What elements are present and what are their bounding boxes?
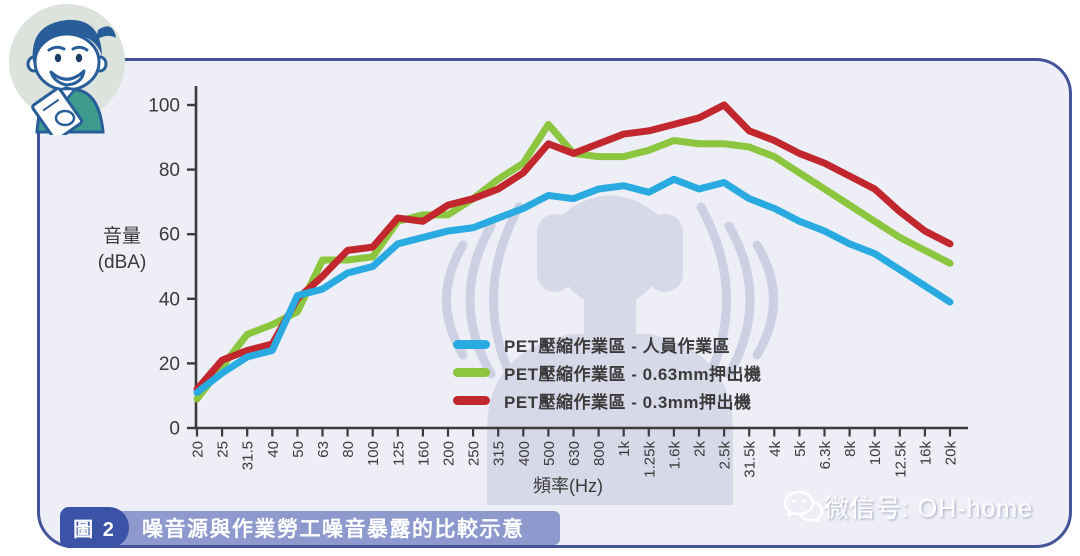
svg-text:40: 40 bbox=[159, 289, 180, 310]
svg-text:80: 80 bbox=[340, 441, 357, 458]
wechat-handle: 微信号: OH-home bbox=[824, 495, 1034, 523]
legend-swatch-green bbox=[453, 367, 490, 377]
chart-series-lines bbox=[193, 101, 954, 403]
legend-item-extruder-063: PET壓縮作業區 - 0.63mm押出機 bbox=[453, 358, 762, 386]
chart-axes: 0 20 40 60 80 100 20 25 31.5 40 50 63 80 100 125 160 200… bbox=[148, 86, 968, 478]
svg-text:6.3k: 6.3k bbox=[817, 441, 834, 470]
svg-text:4k: 4k bbox=[767, 441, 784, 457]
worker-watermark bbox=[442, 195, 778, 505]
svg-text:60: 60 bbox=[159, 225, 180, 246]
svg-text:2.5k: 2.5k bbox=[717, 441, 734, 470]
y-axis-title: 音量 (dBA) bbox=[97, 226, 147, 273]
figure-caption: 噪音源與作業勞工噪音暴露的比較示意 bbox=[142, 518, 525, 541]
mascot-illustration bbox=[9, 4, 125, 135]
caption-bar bbox=[63, 511, 560, 545]
svg-text:5k: 5k bbox=[792, 441, 809, 457]
svg-text:31.5: 31.5 bbox=[240, 441, 257, 470]
svg-text:125: 125 bbox=[390, 441, 407, 466]
svg-text:10k: 10k bbox=[867, 441, 884, 466]
svg-text:31.5k: 31.5k bbox=[742, 441, 759, 478]
chart-legend: PET壓縮作業區 - 人員作業區 PET壓縮作業區 - 0.63mm押出機 PE… bbox=[453, 330, 762, 414]
svg-text:500: 500 bbox=[541, 441, 558, 466]
svg-text:0: 0 bbox=[169, 419, 180, 440]
svg-text:800: 800 bbox=[591, 441, 608, 466]
svg-text:100: 100 bbox=[365, 441, 382, 466]
svg-text:63: 63 bbox=[315, 441, 332, 458]
svg-text:16k: 16k bbox=[917, 441, 934, 466]
svg-text:20k: 20k bbox=[943, 441, 960, 466]
legend-item-worker-area: PET壓縮作業區 - 人員作業區 bbox=[453, 330, 762, 358]
wechat-watermark: 微信号: OH-home bbox=[782, 489, 1033, 525]
svg-text:400: 400 bbox=[516, 441, 533, 466]
mascot-character-icon bbox=[26, 19, 116, 135]
svg-text:40: 40 bbox=[265, 441, 282, 458]
svg-text:12.5k: 12.5k bbox=[892, 441, 909, 478]
svg-text:50: 50 bbox=[290, 441, 307, 458]
svg-text:100: 100 bbox=[148, 96, 180, 117]
svg-text:20: 20 bbox=[190, 441, 207, 458]
legend-swatch-red bbox=[453, 395, 490, 405]
worker-silhouette-icon bbox=[487, 195, 733, 505]
svg-text:1k: 1k bbox=[616, 441, 633, 457]
svg-text:80: 80 bbox=[159, 160, 180, 181]
figure-number-badge: 圖 2 bbox=[60, 507, 129, 548]
legend-label: PET壓縮作業區 - 0.3mm押出機 bbox=[504, 392, 752, 412]
svg-text:25: 25 bbox=[215, 441, 232, 458]
legend-label: PET壓縮作業區 - 人員作業區 bbox=[504, 336, 731, 356]
svg-text:8k: 8k bbox=[842, 441, 859, 457]
svg-text:630: 630 bbox=[566, 441, 583, 466]
svg-text:160: 160 bbox=[415, 441, 432, 466]
legend-label: PET壓縮作業區 - 0.63mm押出機 bbox=[504, 364, 762, 384]
legend-item-extruder-03: PET壓縮作業區 - 0.3mm押出機 bbox=[453, 386, 762, 414]
x-axis-title: 頻率(Hz) bbox=[533, 476, 603, 496]
legend-swatch-blue bbox=[453, 339, 490, 349]
svg-text:250: 250 bbox=[466, 441, 483, 466]
svg-text:2k: 2k bbox=[692, 441, 709, 457]
svg-text:200: 200 bbox=[441, 441, 458, 466]
svg-text:1.25k: 1.25k bbox=[641, 441, 658, 478]
wechat-icon bbox=[783, 490, 824, 524]
svg-text:315: 315 bbox=[491, 441, 508, 466]
svg-text:20: 20 bbox=[159, 354, 180, 375]
svg-text:1.6k: 1.6k bbox=[666, 441, 683, 470]
